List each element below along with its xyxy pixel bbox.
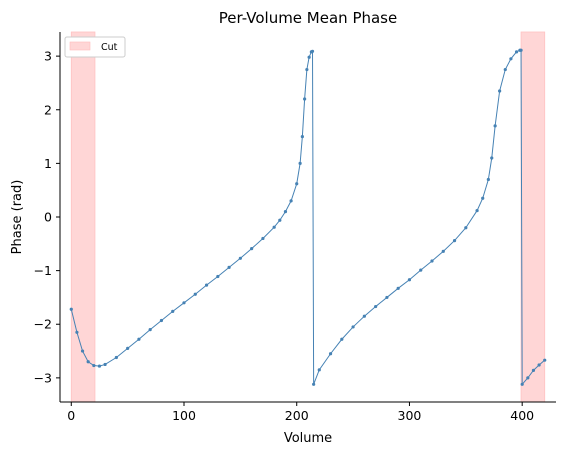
data-point	[493, 124, 497, 128]
data-point	[531, 368, 536, 372]
data-point	[250, 247, 254, 251]
data-point	[317, 368, 321, 372]
data-point	[464, 226, 468, 230]
data-point	[75, 330, 79, 334]
data-point	[514, 50, 519, 54]
y-tick-label: 1	[44, 156, 52, 171]
y-tick-label: −2	[34, 317, 52, 332]
data-point	[328, 352, 333, 356]
data-point	[543, 358, 547, 362]
data-point	[526, 376, 530, 380]
data-point	[182, 301, 186, 305]
data-point	[103, 362, 107, 367]
legend-label-cut: Cut	[101, 42, 118, 53]
data-point	[303, 97, 307, 101]
data-point	[441, 249, 445, 253]
legend: Cut	[64, 36, 126, 58]
data-point	[519, 48, 523, 52]
y-ticks: 3 2 1 0 −1 −2 −3	[34, 49, 60, 385]
data-point	[407, 278, 412, 282]
y-tick-label: 0	[44, 210, 52, 225]
data-point	[481, 196, 485, 200]
cut-region-2	[520, 31, 546, 403]
data-point	[385, 295, 389, 300]
y-tick-label: 3	[44, 49, 52, 64]
y-tick-label: −1	[34, 263, 52, 278]
data-point	[92, 363, 96, 368]
x-tick-label: 200	[285, 408, 309, 423]
data-point	[97, 364, 102, 368]
data-point	[486, 177, 490, 182]
data-point	[419, 268, 423, 272]
data-point	[310, 49, 315, 53]
x-tick-label: 0	[67, 408, 75, 423]
data-point	[307, 55, 311, 59]
x-ticks: 0 100 200 300 400	[67, 402, 534, 423]
x-axis-label: Volume	[284, 431, 332, 446]
data-point	[69, 307, 73, 311]
x-tick-label: 300	[398, 408, 422, 423]
data-point	[193, 292, 197, 296]
data-point	[137, 337, 141, 341]
data-point	[289, 199, 293, 203]
data-point	[272, 225, 276, 229]
data-point	[114, 355, 118, 360]
y-tick-label: −3	[34, 370, 52, 385]
data-point	[238, 256, 242, 260]
data-point	[126, 346, 130, 350]
axes	[59, 32, 556, 403]
x-tick-label: 400	[510, 408, 534, 423]
series-layer	[69, 48, 547, 386]
cut-region-1	[70, 31, 96, 403]
y-tick-label: 2	[44, 102, 52, 117]
data-point	[351, 325, 355, 329]
data-point	[520, 382, 524, 386]
data-point	[503, 67, 507, 72]
data-point	[159, 318, 164, 323]
data-point	[227, 265, 231, 270]
data-point	[204, 283, 209, 287]
y-axis-label: Phase (rad)	[10, 180, 25, 255]
data-point	[148, 328, 152, 332]
legend-swatch-cut	[69, 41, 91, 51]
data-point	[362, 314, 366, 318]
x-tick-label: 100	[172, 408, 196, 423]
data-point	[340, 337, 344, 341]
data-point	[216, 274, 220, 279]
data-point	[537, 363, 541, 367]
data-point	[298, 161, 302, 165]
data-point	[498, 89, 502, 93]
data-point	[396, 286, 400, 290]
data-point	[490, 156, 494, 160]
data-point	[312, 382, 316, 386]
data-point	[171, 309, 175, 313]
cut-regions	[70, 31, 546, 403]
data-point	[300, 134, 304, 139]
data-point	[261, 236, 265, 241]
data-point	[475, 208, 479, 213]
data-point	[452, 238, 457, 243]
data-point	[430, 259, 434, 263]
data-point	[86, 360, 90, 364]
data-point	[509, 57, 513, 61]
data-point	[80, 349, 85, 353]
data-point	[278, 218, 282, 222]
data-point	[305, 67, 309, 72]
data-point	[374, 304, 378, 309]
series-line	[70, 49, 546, 386]
chart-title: Per-Volume Mean Phase	[219, 9, 397, 27]
data-point	[283, 210, 288, 214]
data-point	[295, 182, 299, 186]
